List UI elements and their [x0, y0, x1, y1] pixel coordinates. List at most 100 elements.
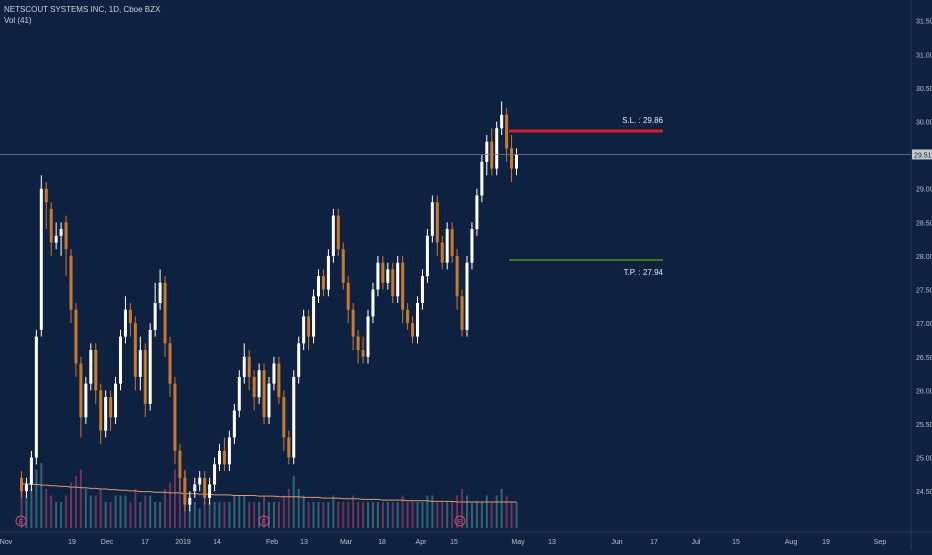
candle-body[interactable]	[430, 202, 434, 236]
candle-body[interactable]	[49, 208, 53, 243]
candle-body[interactable]	[505, 114, 509, 149]
candle-body[interactable]	[317, 276, 320, 297]
candle-body[interactable]	[84, 383, 88, 418]
candle-body[interactable]	[435, 202, 439, 243]
candle-body[interactable]	[307, 316, 311, 337]
candle-body[interactable]	[331, 215, 335, 256]
candle-body[interactable]	[54, 235, 58, 243]
candle-body[interactable]	[173, 383, 177, 451]
candle-body[interactable]	[218, 450, 221, 465]
candle-body[interactable]	[277, 363, 281, 398]
candle-body[interactable]	[208, 484, 212, 498]
candle-body[interactable]	[425, 235, 429, 277]
candle-body[interactable]	[193, 484, 197, 492]
candle-body[interactable]	[515, 154, 518, 169]
candle-body[interactable]	[351, 309, 355, 337]
candle-body[interactable]	[39, 188, 43, 330]
candle-body[interactable]	[148, 329, 152, 404]
candle-body[interactable]	[460, 296, 464, 330]
plot-area[interactable]	[0, 0, 911, 532]
candle-body[interactable]	[287, 437, 291, 458]
candle-body[interactable]	[401, 262, 405, 310]
candle-body[interactable]	[282, 397, 286, 438]
candle-body[interactable]	[143, 350, 147, 404]
candle-body[interactable]	[302, 316, 306, 344]
candle-body[interactable]	[158, 282, 162, 304]
candle-body[interactable]	[94, 350, 98, 391]
candle-body[interactable]	[44, 188, 48, 203]
candle-body[interactable]	[232, 410, 236, 438]
candle-body[interactable]	[490, 141, 494, 169]
candle-body[interactable]	[74, 309, 78, 364]
candle-body[interactable]	[222, 450, 226, 465]
candle-body[interactable]	[272, 363, 276, 384]
candle-body[interactable]	[416, 303, 419, 337]
candle-body[interactable]	[188, 497, 192, 505]
candle-body[interactable]	[450, 229, 454, 256]
candle-body[interactable]	[455, 255, 459, 297]
candle-body[interactable]	[29, 457, 33, 485]
candle-body[interactable]	[213, 464, 217, 485]
candle-body[interactable]	[510, 148, 514, 169]
candle-body[interactable]	[465, 262, 469, 330]
earnings-marker-icon[interactable]	[258, 515, 270, 527]
candle-body[interactable]	[114, 383, 118, 418]
candle-body[interactable]	[99, 390, 103, 431]
candle-body[interactable]	[406, 309, 410, 324]
candle-body[interactable]	[123, 309, 127, 337]
candle-body[interactable]	[445, 229, 449, 263]
candle-body[interactable]	[381, 262, 385, 283]
candle-body[interactable]	[386, 269, 390, 283]
candle-body[interactable]	[20, 477, 23, 492]
earnings-marker-icon[interactable]	[454, 515, 466, 527]
candle-body[interactable]	[262, 370, 266, 418]
candle-body[interactable]	[252, 376, 256, 398]
candle-body[interactable]	[242, 356, 246, 377]
candle-body[interactable]	[247, 356, 251, 377]
candle-body[interactable]	[411, 323, 415, 337]
candle-body[interactable]	[89, 350, 93, 384]
candle-body[interactable]	[153, 303, 157, 330]
candle-body[interactable]	[485, 141, 489, 162]
candle-body[interactable]	[376, 262, 380, 290]
candle-body[interactable]	[420, 276, 424, 304]
candle-body[interactable]	[366, 316, 370, 357]
candle-body[interactable]	[470, 229, 474, 263]
candle-body[interactable]	[326, 255, 330, 290]
candle-body[interactable]	[237, 376, 241, 411]
candle-body[interactable]	[475, 195, 479, 230]
candle-body[interactable]	[133, 323, 137, 377]
candle-body[interactable]	[371, 289, 375, 317]
candle-body[interactable]	[440, 242, 444, 263]
candle-body[interactable]	[480, 161, 484, 196]
candle-body[interactable]	[257, 370, 261, 398]
candle-body[interactable]	[312, 296, 316, 337]
candle-body[interactable]	[178, 450, 182, 478]
candle-body[interactable]	[495, 128, 499, 169]
candle-body[interactable]	[163, 282, 167, 344]
candle-body[interactable]	[227, 437, 231, 465]
candle-body[interactable]	[198, 477, 202, 485]
candle-body[interactable]	[500, 114, 504, 129]
candle-body[interactable]	[104, 397, 108, 431]
candle-body[interactable]	[59, 229, 63, 236]
candle-body[interactable]	[128, 309, 132, 324]
candle-body[interactable]	[64, 222, 68, 250]
candle-body[interactable]	[69, 255, 73, 310]
candle-body[interactable]	[396, 262, 400, 297]
candle-body[interactable]	[34, 336, 38, 458]
candle-body[interactable]	[203, 477, 207, 498]
candle-body[interactable]	[24, 484, 28, 492]
volume-indicator-title[interactable]: Vol (41)	[4, 16, 32, 25]
earnings-marker-icon[interactable]	[15, 515, 27, 527]
candle-body[interactable]	[321, 276, 325, 290]
candle-body[interactable]	[356, 336, 360, 351]
candle-body[interactable]	[119, 336, 122, 384]
candle-body[interactable]	[267, 383, 271, 418]
candle-body[interactable]	[138, 350, 142, 377]
candle-body[interactable]	[297, 343, 301, 377]
candle-body[interactable]	[79, 363, 83, 418]
candle-body[interactable]	[109, 397, 113, 418]
